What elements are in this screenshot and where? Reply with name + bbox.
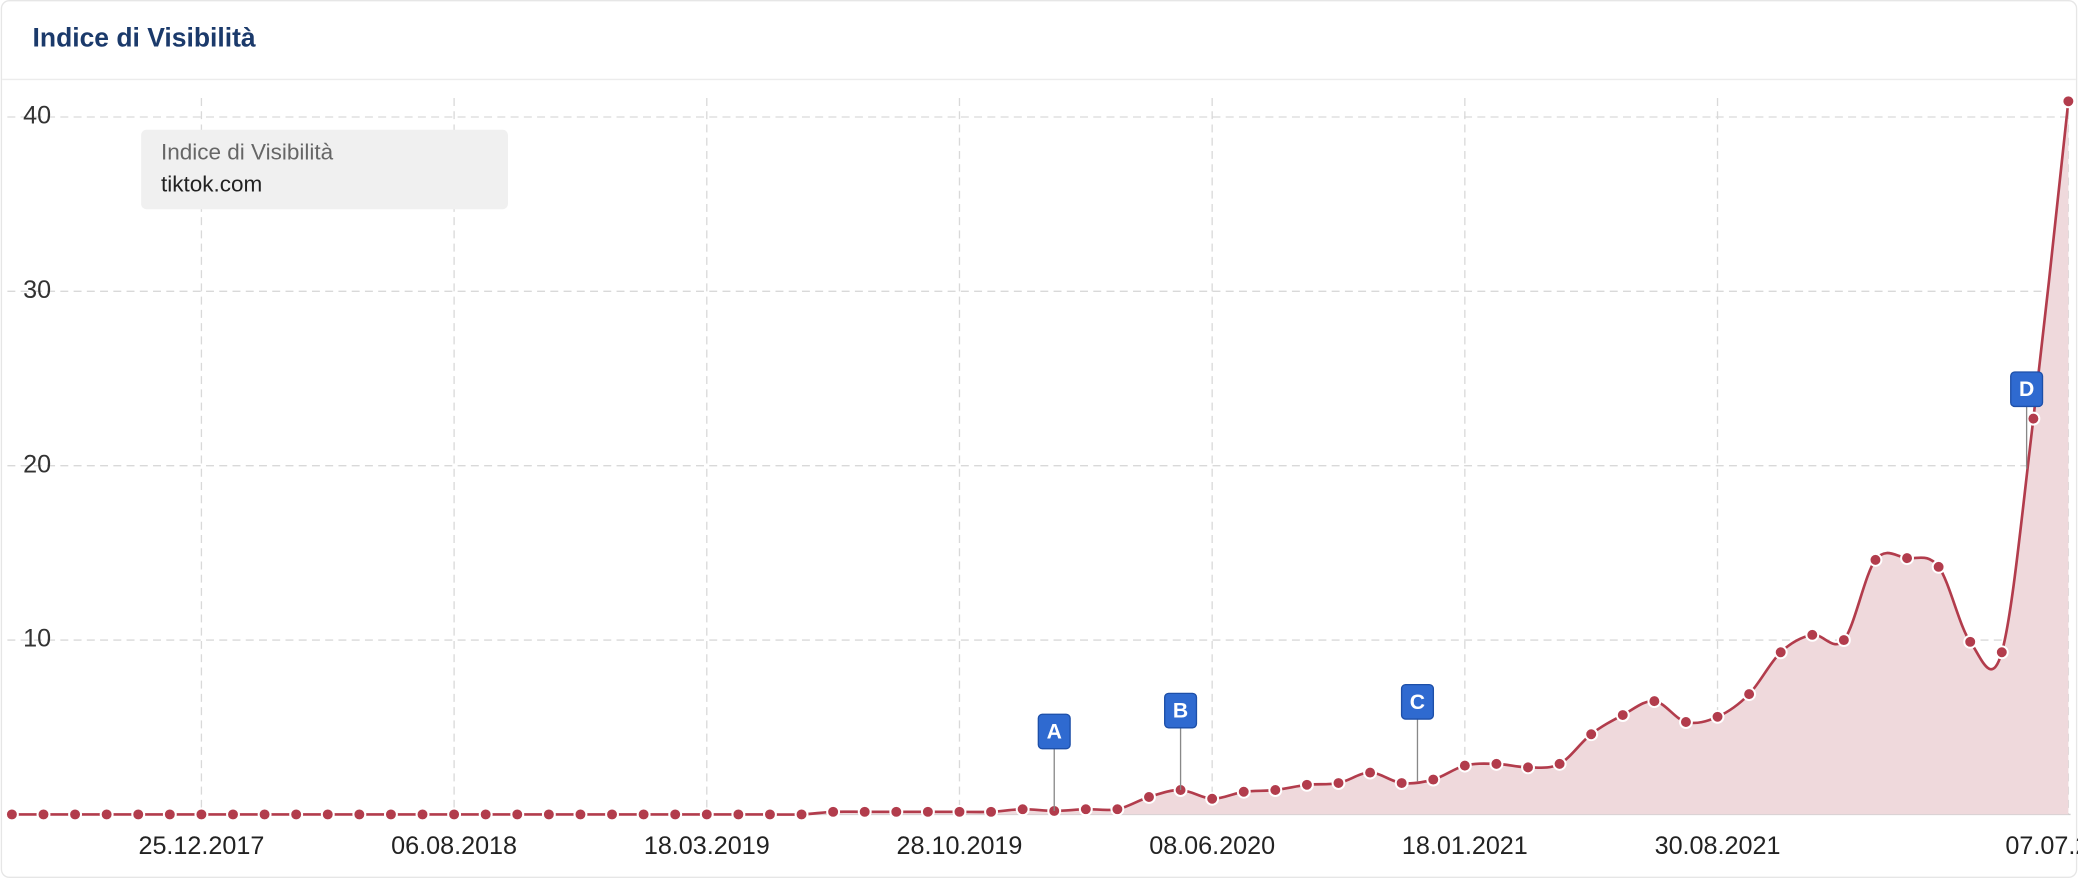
annotation-label: B bbox=[1173, 699, 1188, 722]
point bbox=[320, 807, 335, 822]
point bbox=[1836, 633, 1851, 648]
point bbox=[478, 807, 493, 822]
point bbox=[1457, 758, 1472, 773]
point bbox=[1552, 756, 1567, 771]
point bbox=[99, 807, 114, 822]
annotation-marker bbox=[1037, 713, 1071, 750]
legend-entry: tiktok.com bbox=[161, 171, 262, 196]
point bbox=[920, 804, 935, 819]
point bbox=[763, 807, 777, 822]
point bbox=[352, 807, 367, 822]
point bbox=[952, 804, 967, 819]
point bbox=[984, 804, 999, 819]
annotation-marker bbox=[1400, 683, 1435, 720]
annotation-marker bbox=[1164, 692, 1198, 729]
point bbox=[131, 807, 146, 822]
point bbox=[1615, 708, 1630, 722]
point bbox=[1489, 756, 1504, 771]
point bbox=[510, 807, 525, 822]
annotation-label: D bbox=[2019, 378, 2034, 401]
point bbox=[826, 804, 841, 819]
plot: 10 20 30 40 25.12.2017 06.08.2018 18.03.2019 28… bbox=[4, 94, 2078, 860]
point bbox=[1363, 765, 1378, 780]
point bbox=[447, 807, 462, 822]
y-tick-label: 30 bbox=[23, 276, 51, 304]
point bbox=[1268, 783, 1283, 797]
x-tick-label: 06.08.2018 bbox=[391, 832, 517, 860]
point bbox=[1584, 727, 1599, 742]
area bbox=[11, 101, 2069, 815]
annotation-marker bbox=[2010, 371, 2044, 408]
point bbox=[1142, 790, 1156, 804]
point bbox=[1773, 645, 1788, 660]
point bbox=[1110, 802, 1125, 817]
point bbox=[1805, 627, 1820, 642]
point bbox=[2026, 411, 2041, 426]
x-tick-label: 28.10.2019 bbox=[897, 832, 1023, 860]
point bbox=[1394, 776, 1409, 791]
point bbox=[541, 807, 556, 822]
point bbox=[636, 807, 651, 822]
point bbox=[857, 804, 872, 819]
point bbox=[1647, 694, 1662, 709]
x-tick-label: 30.08.2021 bbox=[1655, 832, 1781, 860]
point bbox=[889, 804, 904, 819]
y-tick-label: 40 bbox=[23, 102, 51, 130]
point bbox=[289, 807, 304, 822]
point bbox=[1236, 784, 1251, 799]
point bbox=[731, 807, 746, 822]
y-tick-label: 20 bbox=[23, 450, 51, 478]
point bbox=[383, 807, 398, 822]
point bbox=[1331, 776, 1346, 791]
point bbox=[794, 807, 809, 822]
point bbox=[257, 807, 272, 822]
x-tick-label: 25.12.2017 bbox=[138, 832, 264, 860]
point bbox=[1900, 551, 1914, 566]
point bbox=[1963, 634, 1978, 649]
point bbox=[668, 807, 683, 822]
point bbox=[1742, 687, 1757, 702]
annotation-label: C bbox=[1410, 691, 1425, 714]
point bbox=[2061, 94, 2076, 109]
point bbox=[194, 807, 209, 822]
x-tick-label: 18.01.2021 bbox=[1402, 832, 1528, 860]
point bbox=[699, 807, 714, 822]
point bbox=[1426, 772, 1441, 787]
y-tick-label: 10 bbox=[23, 625, 51, 653]
x-tick-label: 18.03.2019 bbox=[644, 832, 770, 860]
point bbox=[1205, 791, 1220, 806]
point bbox=[1015, 802, 1030, 817]
point bbox=[162, 807, 177, 822]
annotation-label: A bbox=[1047, 720, 1062, 743]
point bbox=[226, 807, 240, 822]
point bbox=[36, 807, 51, 822]
point bbox=[1994, 645, 2009, 660]
point bbox=[1078, 802, 1093, 817]
x-tick-label: 07.07.2022 bbox=[2005, 832, 2078, 860]
legend-title: Indice di Visibilità bbox=[161, 140, 334, 165]
legend-box bbox=[141, 129, 508, 210]
point bbox=[1868, 552, 1883, 567]
x-tick-label: 08.06.2020 bbox=[1149, 832, 1275, 860]
point bbox=[1521, 760, 1535, 775]
point bbox=[1710, 709, 1725, 724]
chart-title: Indice di Visibilità bbox=[33, 23, 256, 53]
point bbox=[1678, 715, 1693, 729]
point bbox=[605, 807, 619, 822]
point bbox=[4, 807, 19, 822]
point bbox=[1299, 777, 1314, 792]
point bbox=[1931, 559, 1946, 574]
point bbox=[573, 807, 588, 822]
point bbox=[68, 807, 83, 822]
point bbox=[415, 807, 430, 822]
